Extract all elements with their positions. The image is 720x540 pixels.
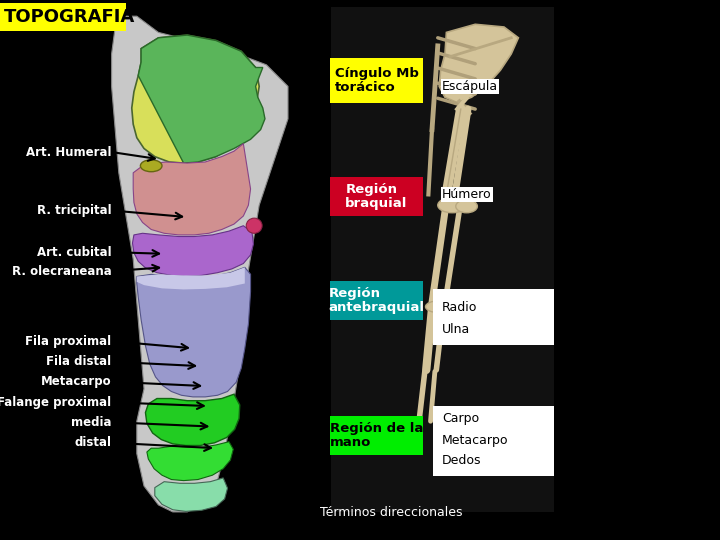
Text: R. olecraneana: R. olecraneana <box>12 265 112 278</box>
Text: Metacarpo: Metacarpo <box>41 375 112 388</box>
Text: Húmero: Húmero <box>442 188 492 201</box>
Polygon shape <box>132 226 253 276</box>
Text: Escápula: Escápula <box>442 80 498 93</box>
Polygon shape <box>137 267 245 289</box>
Text: Metacarpo: Metacarpo <box>442 434 508 447</box>
Polygon shape <box>112 16 288 512</box>
Polygon shape <box>138 35 265 163</box>
FancyBboxPatch shape <box>433 289 554 345</box>
Polygon shape <box>137 267 251 397</box>
Text: Falange proximal: Falange proximal <box>0 396 112 409</box>
Text: media: media <box>71 416 112 429</box>
Text: Cíngulo Mb
torácico: Cíngulo Mb torácico <box>335 67 418 94</box>
Text: Región
antebraquial: Región antebraquial <box>328 287 425 314</box>
Text: Art. cubital: Art. cubital <box>37 246 112 259</box>
FancyBboxPatch shape <box>330 58 423 103</box>
Text: distal: distal <box>75 436 112 449</box>
Text: Carpo: Carpo <box>442 412 480 425</box>
Text: Ulna: Ulna <box>442 323 470 336</box>
Text: Art. Humeral: Art. Humeral <box>26 146 112 159</box>
Ellipse shape <box>438 198 467 213</box>
FancyBboxPatch shape <box>330 177 423 216</box>
Ellipse shape <box>246 218 262 233</box>
Polygon shape <box>132 35 259 163</box>
FancyBboxPatch shape <box>0 3 126 31</box>
Polygon shape <box>147 442 233 481</box>
Ellipse shape <box>140 160 162 172</box>
Polygon shape <box>133 144 251 235</box>
Polygon shape <box>145 394 240 446</box>
Text: Términos direccionales: Términos direccionales <box>320 507 462 519</box>
Text: Dedos: Dedos <box>442 454 482 467</box>
Polygon shape <box>155 478 228 511</box>
Text: R. tricipital: R. tricipital <box>37 204 112 217</box>
FancyBboxPatch shape <box>330 416 423 455</box>
Text: Región de la
mano: Región de la mano <box>330 422 423 449</box>
Text: Región
braquial: Región braquial <box>346 183 408 210</box>
Polygon shape <box>439 24 518 103</box>
Text: Fila distal: Fila distal <box>47 355 112 368</box>
Text: TOPOGRAFIA: TOPOGRAFIA <box>4 8 135 26</box>
FancyBboxPatch shape <box>331 7 554 512</box>
FancyBboxPatch shape <box>433 406 554 476</box>
Ellipse shape <box>426 301 453 313</box>
Text: Radio: Radio <box>442 301 477 314</box>
Text: Fila proximal: Fila proximal <box>25 335 112 348</box>
FancyBboxPatch shape <box>330 281 423 320</box>
Ellipse shape <box>456 200 477 213</box>
